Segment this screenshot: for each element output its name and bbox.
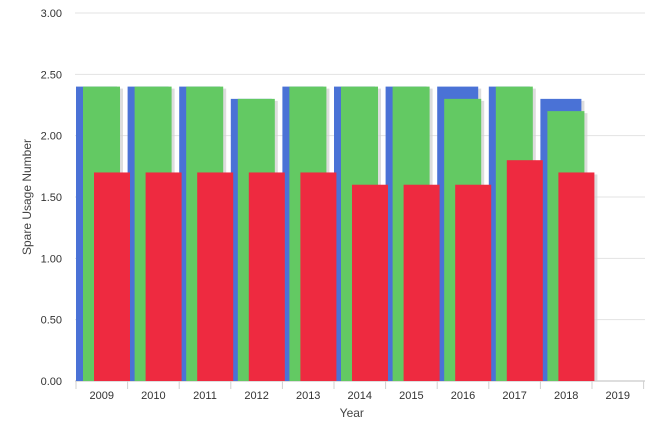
bar: [455, 184, 492, 381]
x-tick-label: 2011: [193, 390, 217, 402]
x-tick-label: 2017: [502, 390, 526, 402]
y-axis-title: Spare Usage Number: [20, 139, 34, 255]
x-tick-label: 2013: [296, 390, 320, 402]
y-tick-label: 1.50: [41, 192, 62, 204]
y-tick-label: 2.50: [41, 69, 62, 81]
bars: [76, 86, 595, 381]
bar: [558, 172, 595, 381]
bar: [403, 184, 440, 381]
bar: [506, 160, 543, 381]
x-tick-label: 2012: [244, 390, 268, 402]
axes: Spare Usage Number Year: [20, 139, 364, 420]
x-tick-label: 2019: [606, 390, 630, 402]
y-tick-labels: 0.00 0.50 1.00 1.50 2.00 2.50 3.00: [41, 8, 62, 388]
x-tick-label: 2014: [348, 390, 372, 402]
bar: [197, 172, 234, 381]
y-tick-label: 1.00: [41, 253, 62, 265]
bar: [145, 172, 182, 381]
y-tick-label: 3.00: [41, 8, 62, 20]
bar: [300, 172, 337, 381]
y-tick-label: 0.50: [41, 315, 62, 327]
x-tick-label: 2018: [554, 390, 578, 402]
x-tick-label: 2015: [399, 390, 423, 402]
bar: [94, 172, 130, 381]
x-axis-title: Year: [340, 406, 364, 420]
bar: [248, 172, 285, 381]
x-tick-labels: 2009 2010 2011 2012 2013 2014 2015 2016 2017 2018…: [90, 390, 630, 402]
y-tick-label: 0.00: [41, 376, 62, 388]
x-tick-label: 2010: [141, 390, 165, 402]
y-tick-label: 2.00: [41, 131, 62, 143]
x-tick-label: 2016: [451, 390, 475, 402]
bar: [352, 184, 388, 381]
x-tick-label: 2009: [90, 390, 114, 402]
